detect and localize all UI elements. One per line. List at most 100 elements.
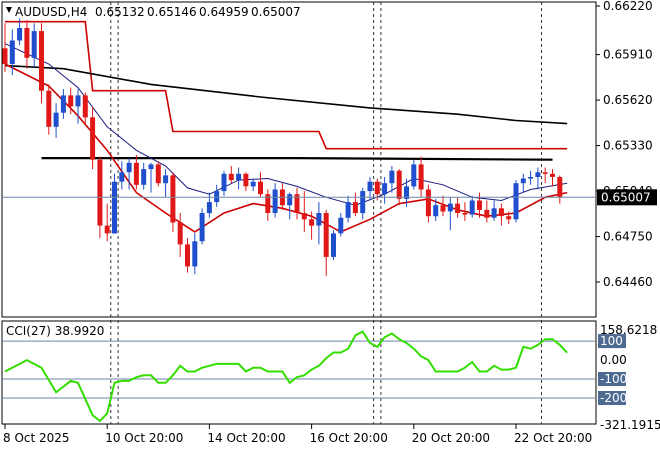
x-tick-label-1: 10 Oct 20:00 <box>105 431 183 445</box>
ohlc-low: 0.64959 <box>199 5 249 19</box>
candle-body-64 <box>469 200 475 215</box>
candle-body-51 <box>374 181 380 195</box>
candle-body-29 <box>214 191 220 203</box>
candle-body-5 <box>39 31 44 91</box>
candle-body-18 <box>133 162 139 185</box>
x-tick-label-5: 22 Oct 20:00 <box>514 431 592 445</box>
candle-body-30 <box>221 173 227 192</box>
candle-body-32 <box>236 173 242 181</box>
candle-body-8 <box>60 95 66 113</box>
candle-body-9 <box>68 95 74 107</box>
candle-body-3 <box>24 28 30 58</box>
overlay-line-3 <box>4 43 568 206</box>
candle-body-2 <box>17 28 23 41</box>
candle-body-15 <box>112 181 117 234</box>
ohlc-open: 0.65132 <box>95 5 145 19</box>
candle-body-10 <box>75 95 81 107</box>
candle-body-43 <box>316 213 322 226</box>
candle-body-66 <box>484 209 490 218</box>
current-price-tag <box>597 189 657 206</box>
candle-body-40 <box>294 194 300 213</box>
candle-body-0 <box>2 48 8 64</box>
candle-body-53 <box>389 170 395 184</box>
candle-body-39 <box>287 194 293 206</box>
x-tick-label-2: 14 Oct 20:00 <box>207 431 285 445</box>
y-tick-label-3: 0.65330 <box>603 139 653 153</box>
y-tick-label-2: 0.65620 <box>603 93 653 107</box>
price-axis: 0.662200.659100.656200.653300.650400.647… <box>596 0 657 289</box>
current-price-label: 0.65007 <box>601 190 651 204</box>
candle-body-58 <box>425 189 431 217</box>
overlay-line-0 <box>5 20 568 150</box>
candle-body-22 <box>163 175 169 184</box>
candle-body-67 <box>491 208 497 218</box>
x-tick-label-4: 20 Oct 20:00 <box>412 431 490 445</box>
candle-body-13 <box>97 159 103 226</box>
candle-body-16 <box>119 172 125 182</box>
candle-body-75 <box>550 173 555 177</box>
candle-body-27 <box>199 213 205 242</box>
cci-title: CCI(27) 38.9920 <box>6 324 104 338</box>
candle-body-1 <box>9 40 15 64</box>
candle-body-46 <box>338 217 344 234</box>
candle-body-31 <box>228 173 234 181</box>
ohlc-high: 0.65146 <box>147 5 197 19</box>
y-tick-label-6: 0.64460 <box>603 275 653 289</box>
overlay-line-2 <box>41 157 553 161</box>
candle-body-24 <box>177 222 183 245</box>
candle-body-45 <box>331 233 336 257</box>
x-tick-label-3: 16 Oct 20:00 <box>310 431 388 445</box>
overlay-line-1 <box>4 64 568 125</box>
candle-body-48 <box>352 202 358 214</box>
candle-body-33 <box>243 173 249 187</box>
cci-level-tag-4 <box>598 391 626 405</box>
candle-body-54 <box>396 170 402 199</box>
cci-level-tag-3 <box>598 372 626 386</box>
candle-body-11 <box>82 95 88 118</box>
y-tick-label-0: 0.66220 <box>603 0 653 13</box>
candle-body-23 <box>170 175 176 223</box>
candle-body-21 <box>155 164 161 184</box>
collapse-arrow-icon[interactable] <box>6 7 12 13</box>
candle-body-73 <box>535 172 541 177</box>
cci-level-tag-1 <box>598 334 626 349</box>
candle-body-14 <box>104 225 110 234</box>
cci-axis-label-0: 158.6218 <box>600 323 657 337</box>
candle-body-52 <box>382 183 388 195</box>
candle-body-63 <box>462 213 468 215</box>
candle-body-50 <box>367 181 373 192</box>
cci-level-label-1: 100 <box>600 334 623 348</box>
y-tick-label-1: 0.65910 <box>603 48 653 62</box>
candle-body-57 <box>418 164 424 190</box>
candle-body-62 <box>455 203 461 213</box>
candle-body-19 <box>141 169 147 185</box>
candle-body-56 <box>411 164 417 187</box>
candle-body-72 <box>528 177 534 179</box>
candle-body-28 <box>206 202 212 214</box>
candle-body-20 <box>148 164 154 170</box>
candle-body-65 <box>477 200 482 210</box>
candle-body-55 <box>404 186 409 199</box>
candle-body-71 <box>520 178 526 184</box>
candle-body-69 <box>506 216 512 220</box>
candle-body-25 <box>185 244 190 267</box>
x-tick-label-0: 8 Oct 2025 <box>3 431 70 445</box>
candle-body-7 <box>53 112 59 127</box>
cci-line <box>4 330 568 423</box>
candle-body-4 <box>31 31 37 58</box>
cci-level-label-4: -200 <box>600 391 627 405</box>
candle-body-41 <box>301 213 307 220</box>
time-axis: 8 Oct 2025 10 Oct 20:00 14 Oct 20:00 16 Oct… <box>3 424 592 445</box>
ohlc-close: 0.65007 <box>251 5 301 19</box>
y-tick-label-5: 0.64750 <box>603 230 653 244</box>
candle-body-36 <box>265 194 271 213</box>
candle-body-61 <box>447 203 453 212</box>
candle-body-49 <box>360 191 366 214</box>
candle-body-42 <box>309 219 315 226</box>
cci-axis-label-5: -321.1915 <box>600 418 660 432</box>
candle-body-6 <box>46 90 52 127</box>
cci-plot-frame <box>1 320 597 425</box>
